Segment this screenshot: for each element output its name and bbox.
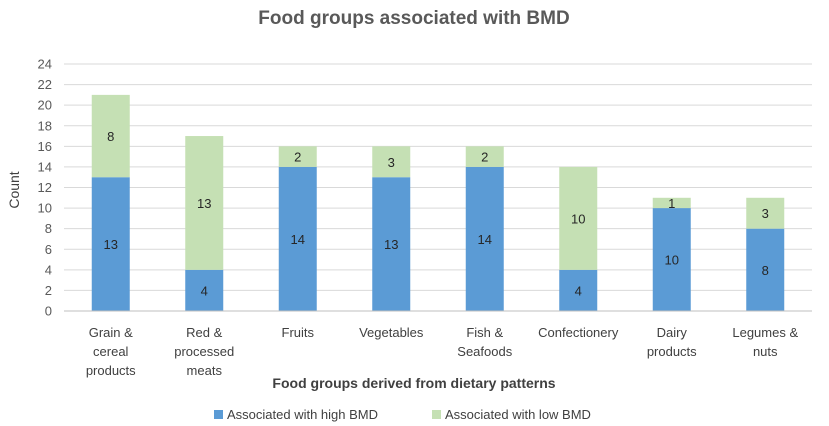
bar-low-bmd [465,146,504,167]
bar-low-bmd [559,166,598,270]
category-label-line: Fish & [466,325,503,340]
legend-label-low: Associated with low BMD [445,407,591,422]
bar-low-bmd [278,146,317,167]
data-label: 13 [197,196,211,211]
y-tick-label: 0 [45,304,52,319]
bar-low-bmd [652,197,691,209]
category-label-line: products [647,344,697,359]
category-label: Confectionery [538,325,619,340]
category-label-line: Fruits [282,325,315,340]
bar-high-bmd [559,269,598,311]
legend-swatch-high [214,410,223,419]
y-tick-label: 12 [38,180,52,195]
data-label: 8 [107,129,114,144]
x-axis-title: Food groups derived from dietary pattern… [272,375,555,391]
data-label: 14 [478,232,492,247]
y-tick-label: 22 [38,77,52,92]
bar-low-bmd [91,94,130,178]
bar-high-bmd [465,166,504,311]
data-label: 13 [384,237,398,252]
legend-label-high: Associated with high BMD [227,407,378,422]
data-label: 2 [294,150,301,165]
bar-high-bmd [652,208,691,311]
y-tick-label: 10 [38,201,52,216]
bar-low-bmd [746,197,785,229]
chart-title: Food groups associated with BMD [258,8,569,29]
category-label: Grain & cereal products [86,325,136,378]
y-tick-label: 2 [45,283,52,298]
data-label: 10 [665,253,679,268]
data-label: 13 [104,237,118,252]
data-label: 8 [762,263,769,278]
y-axis-label: Count [6,171,22,208]
y-tick-label: 4 [45,262,52,277]
y-tick-label: 14 [38,159,52,174]
category-label: Vegetables [359,325,424,340]
category-label-line: cereal [93,344,129,359]
data-label: 10 [571,211,585,226]
data-label: 14 [291,232,305,247]
bar-low-bmd [185,136,224,270]
category-label: Fish & Seafoods [457,325,512,359]
category-label-line: products [86,363,136,378]
category-label-line: nuts [753,344,778,359]
y-tick-label: 6 [45,242,52,257]
bar-high-bmd [746,228,785,311]
bar-low-bmd [372,146,411,178]
bars [91,94,785,311]
y-tick-label: 18 [38,118,52,133]
category-label-line: Vegetables [359,325,424,340]
data-label: 3 [762,206,769,221]
bar-high-bmd [185,269,224,311]
data-label: 4 [575,283,582,298]
category-label-line: meats [187,363,223,378]
legend: Associated with high BMD Associated with … [214,407,591,422]
category-label: Red & processed meats [174,325,234,378]
category-label: Fruits [282,325,315,340]
y-tick-label: 20 [38,98,52,113]
y-tick-label: 8 [45,221,52,236]
data-labels: 13 8 4 13 14 2 13 3 14 2 4 10 10 1 8 3 [104,129,769,298]
y-tick-label: 24 [38,57,52,72]
gridlines [64,63,812,291]
data-label: 3 [388,155,395,170]
bar-high-bmd [372,177,411,311]
category-label-line: Grain & [89,325,133,340]
legend-swatch-low [432,410,441,419]
data-label: 2 [481,150,488,165]
category-label-line: Dairy [657,325,688,340]
y-tick-label: 16 [38,139,52,154]
bar-high-bmd [278,166,317,311]
category-label-line: Red & [186,325,222,340]
category-label: Dairy products [647,325,697,359]
category-label-line: Confectionery [538,325,619,340]
category-label-line: Legumes & [732,325,798,340]
category-label: Legumes & nuts [732,325,798,359]
category-label-line: Seafoods [457,344,512,359]
x-axis-categories: Grain & cereal products Red & processed meats… [86,325,799,378]
data-label: 4 [201,283,208,298]
bar-high-bmd [91,177,130,311]
data-label: 1 [668,196,675,211]
category-label-line: processed [174,344,234,359]
